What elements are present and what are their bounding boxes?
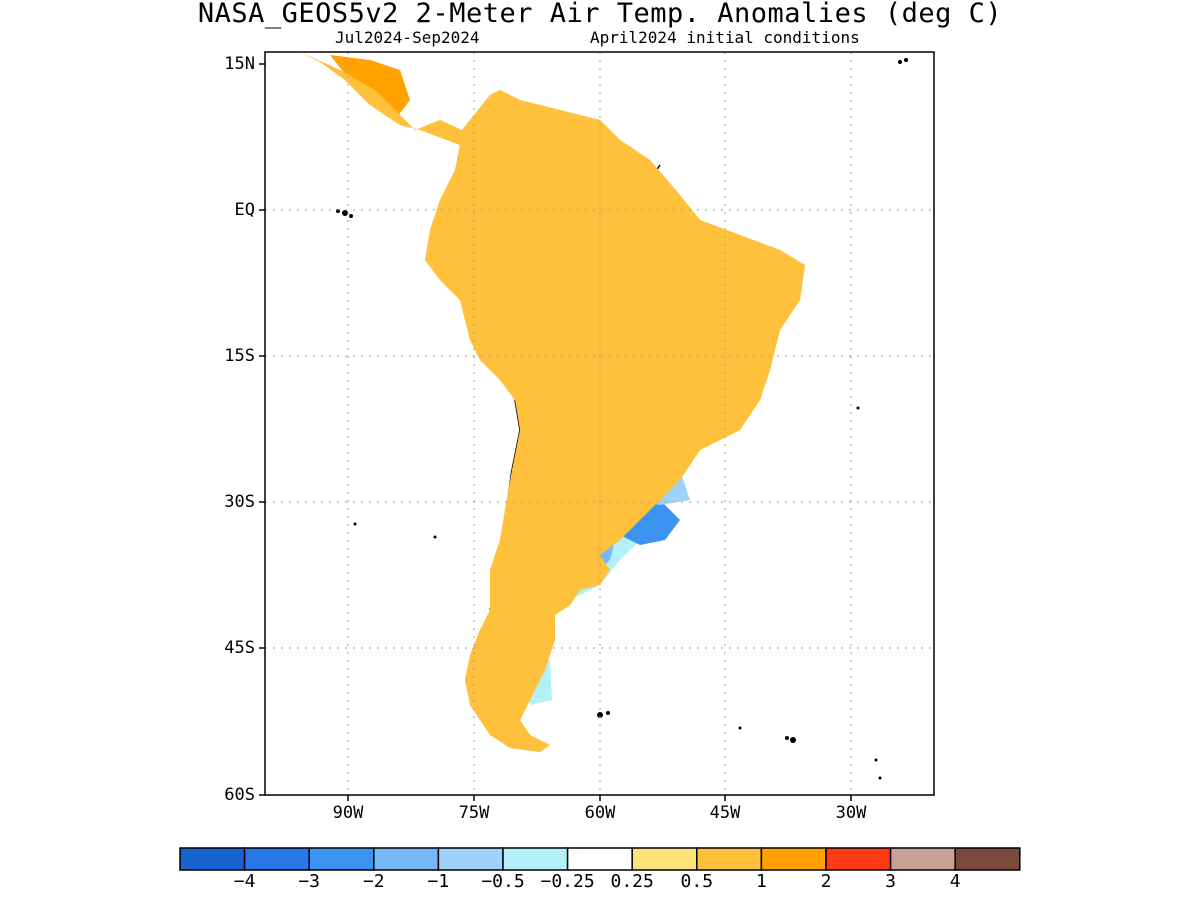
colorbar-label: −0.5 [481,871,525,892]
lon-label-30w: 30W [835,803,867,823]
colorbar-swatch [631,847,698,871]
colorbar-label: 0.25 [610,871,654,892]
lon-label-60w: 60W [584,803,616,823]
lat-label-15s: 15S [224,346,255,366]
colorbar-swatch [502,847,569,871]
colorbar-swatch [437,847,504,871]
colorbar-swatch [308,847,375,871]
colorbar [179,847,1021,871]
lat-label-30s: 30S [224,492,255,512]
colorbar-label: −1 [427,871,450,892]
colorbar-swatch [243,847,310,871]
map-field [299,52,908,780]
lat-label-45s: 45S [224,638,255,658]
colorbar-label: −0.25 [540,871,595,892]
axis-ticks [259,63,852,801]
lon-label-75w: 75W [458,803,490,823]
valid-period: Jul2024-Sep2024 [335,28,480,47]
colorbar-label: 0.5 [680,871,714,892]
colorbar-label: −3 [298,871,321,892]
colorbar-swatch [179,847,246,871]
lat-label-eq: EQ [234,200,255,220]
colorbar-swatch [889,847,956,871]
colorbar-label: 1 [755,871,767,892]
colorbar-swatch [566,847,633,871]
lat-label-15n: 15N [224,54,255,74]
lon-label-45w: 45W [709,803,741,823]
map-title: NASA_GEOS5v2 2-Meter Air Temp. Anomalies… [197,0,1003,29]
colorbar-swatch [696,847,763,871]
islands [336,58,908,780]
lat-label-60s: 60S [224,785,255,805]
colorbar-swatch [954,847,1021,871]
colorbar-swatch [373,847,440,871]
lon-label-90w: 90W [332,803,364,823]
colorbar-swatch [760,847,827,871]
colorbar-label: 2 [820,871,832,892]
colorbar-label: −4 [233,871,256,892]
colorbar-label: 3 [885,871,897,892]
colorbar-label: −2 [362,871,385,892]
colorbar-label: 4 [949,871,961,892]
colorbar-swatch [825,847,892,871]
initial-conditions: April2024 initial conditions [590,28,860,47]
